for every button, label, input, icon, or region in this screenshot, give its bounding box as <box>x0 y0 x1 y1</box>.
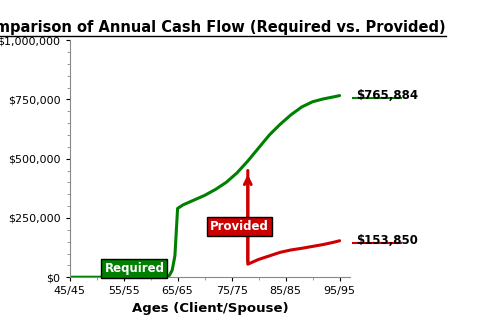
Text: Required: Required <box>104 262 164 275</box>
Text: $153,850: $153,850 <box>356 234 418 247</box>
Text: $765,884: $765,884 <box>356 89 418 102</box>
Title: Comparison of Annual Cash Flow (Required vs. Provided): Comparison of Annual Cash Flow (Required… <box>0 20 446 35</box>
Text: Provided: Provided <box>210 220 269 233</box>
X-axis label: Ages (Client/Spouse): Ages (Client/Spouse) <box>132 302 288 315</box>
